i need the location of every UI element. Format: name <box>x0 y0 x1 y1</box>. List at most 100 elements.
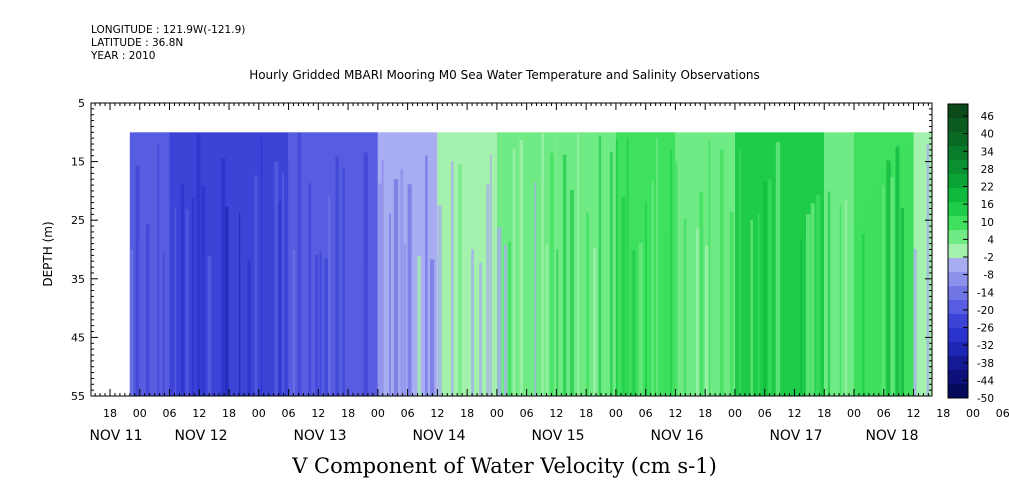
heatmap-streak <box>490 154 492 396</box>
heatmap-streak <box>832 247 837 396</box>
heatmap-streak <box>417 256 422 396</box>
heatmap-streak <box>789 147 793 396</box>
colorbar-label: 28 <box>981 164 994 176</box>
colorbar-label: -38 <box>977 358 994 370</box>
heatmap-streak <box>486 184 490 396</box>
x-hour-label: 18 <box>936 407 950 420</box>
heatmap-streak <box>377 183 382 396</box>
heatmap-streak <box>462 154 466 396</box>
heatmap-streak <box>613 140 618 396</box>
heatmap-streak <box>231 149 235 396</box>
heatmap-streak <box>527 223 531 396</box>
heatmap-streak <box>615 139 618 397</box>
colorbar-label: -20 <box>977 305 994 317</box>
heatmap-streak <box>675 161 678 396</box>
heatmap-streak <box>626 138 629 396</box>
x-day-label: NOV 12 <box>174 428 227 444</box>
x-hour-label: 00 <box>133 407 147 420</box>
heatmap-streak <box>874 190 879 396</box>
heatmap-streak <box>196 133 201 396</box>
x-hour-label: 00 <box>728 407 742 420</box>
heatmap-streak <box>169 139 173 396</box>
y-axis: 5 15 25 35 45 55 <box>71 97 932 403</box>
heatmap-streak <box>247 259 251 396</box>
heatmap-streak <box>185 209 189 396</box>
heatmap-streak <box>458 163 462 396</box>
colorbar-swatch <box>948 244 968 259</box>
colorbar-label: 34 <box>981 146 995 158</box>
heatmap-streak <box>534 182 537 396</box>
x-hour-label: 00 <box>252 407 266 420</box>
heatmap-streak <box>180 184 185 396</box>
colorbar-swatch <box>948 356 968 371</box>
heatmap-streak <box>670 150 672 396</box>
heatmap-streak <box>861 233 865 396</box>
heatmap-streak <box>407 184 412 396</box>
heatmap-streak <box>926 144 930 396</box>
x-hour-label: 00 <box>371 407 385 420</box>
x-hour-label: 06 <box>520 407 534 420</box>
heatmap-streak <box>146 224 150 396</box>
x-axis-title: V Component of Water Velocity (cm s-1) <box>292 454 717 478</box>
heatmap-streak <box>400 168 404 396</box>
colorbar-swatch <box>948 202 968 217</box>
colorbar-swatch <box>948 146 968 161</box>
y-tick-label: 25 <box>71 214 85 227</box>
heatmap-streak <box>750 220 753 396</box>
y-tick-label: 15 <box>71 156 85 169</box>
x-hour-label: 00 <box>847 407 861 420</box>
heatmap-streak <box>264 159 268 396</box>
x-day-label: NOV 13 <box>293 428 346 444</box>
heatmap-streak <box>651 180 654 396</box>
heatmap-streak <box>656 137 658 396</box>
heatmap-streak <box>631 250 636 396</box>
heatmap-streak <box>241 138 246 396</box>
x-hour-label: 06 <box>282 407 296 420</box>
y-axis-label: DEPTH (m) <box>41 221 55 286</box>
heatmap-streak <box>890 177 894 396</box>
heatmap-streak <box>882 185 885 396</box>
y-tick-label: 55 <box>71 390 85 403</box>
heatmap-streak <box>135 165 140 396</box>
heatmap-streak <box>238 213 241 396</box>
heatmap-streak <box>621 196 626 396</box>
colorbar-label: 22 <box>981 182 994 194</box>
heatmap-block <box>377 132 438 397</box>
heatmap-streak <box>372 233 377 396</box>
x-hour-label: 00 <box>609 407 623 420</box>
heatmap-streak <box>157 144 160 396</box>
heatmap-streak <box>308 183 312 396</box>
x-hour-label: 18 <box>341 407 355 420</box>
heatmap-streak <box>695 228 701 396</box>
heatmap-streak <box>593 247 597 396</box>
heatmap-streak <box>895 146 900 396</box>
heatmap-streak <box>381 160 384 396</box>
heatmap-streak <box>129 249 133 396</box>
colorbar-swatch <box>948 328 968 343</box>
heatmap-streak <box>297 132 302 396</box>
x-hour-label: 12 <box>311 407 325 420</box>
heatmap-streak <box>221 158 226 396</box>
heatmap-streak <box>810 203 815 396</box>
colorbar-label: 40 <box>981 129 994 141</box>
x-day-label: NOV 11 <box>89 428 142 444</box>
heatmap-streak <box>758 214 760 396</box>
heatmap-streak <box>403 244 407 396</box>
heatmap-streak <box>663 232 668 396</box>
colorbar-swatch <box>948 370 968 385</box>
heatmap-streak <box>267 132 272 396</box>
heatmap-streak <box>430 259 435 396</box>
colorbar: 46 40 34 28 22 16 10 4 -2 -8 -14 -20 -26 -32 -38 -44 -50 <box>947 103 995 405</box>
colorbar-label: -44 <box>977 375 994 387</box>
x-hour-label: 06 <box>758 407 772 420</box>
heatmap-streak <box>471 249 474 396</box>
heatmap-streak <box>827 191 831 396</box>
x-hour-label: 12 <box>787 407 801 420</box>
colorbar-swatch <box>948 216 968 231</box>
heatmap-streak <box>913 248 917 396</box>
heatmap-streak <box>278 201 282 396</box>
colorbar-swatch <box>948 286 968 301</box>
heatmap-streak <box>214 136 218 396</box>
heatmap-streak <box>768 179 772 396</box>
